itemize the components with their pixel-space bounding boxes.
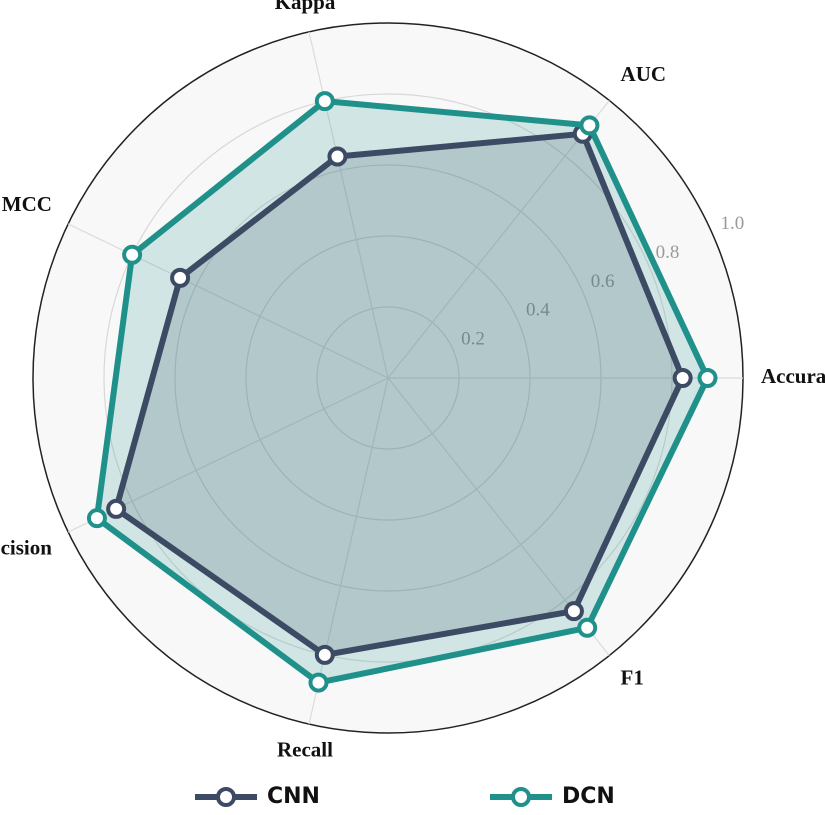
axis-label: MCC bbox=[2, 192, 52, 216]
axis-label: Precision bbox=[0, 536, 52, 560]
axis-label: Kappa bbox=[275, 0, 336, 14]
data-point bbox=[327, 146, 348, 167]
axis-line bbox=[387, 100, 610, 379]
data-point bbox=[563, 601, 584, 622]
axis-line bbox=[67, 223, 389, 379]
data-point bbox=[106, 498, 127, 519]
data-point bbox=[577, 617, 598, 638]
data-point bbox=[579, 115, 600, 136]
data-point bbox=[170, 267, 191, 288]
legend-marker bbox=[511, 787, 531, 807]
data-point bbox=[122, 244, 143, 265]
axis-line bbox=[308, 31, 389, 379]
series-line bbox=[113, 130, 686, 658]
data-point bbox=[314, 644, 335, 665]
data-point bbox=[697, 368, 718, 388]
axis-label: Accuracy bbox=[761, 364, 825, 388]
series-line bbox=[93, 98, 711, 686]
legend-label: DCN bbox=[562, 784, 615, 809]
axis-label: AUC bbox=[621, 62, 667, 86]
tick-label: 0.6 bbox=[591, 271, 615, 292]
data-point bbox=[314, 91, 335, 112]
axis-line bbox=[308, 377, 389, 725]
tick-label: 0.2 bbox=[461, 329, 485, 350]
legend-label: CNN bbox=[267, 784, 320, 809]
series-area bbox=[96, 101, 708, 683]
tick-label: 0.4 bbox=[526, 300, 550, 321]
legend-item: CNN bbox=[195, 784, 320, 809]
legend-marker bbox=[216, 787, 236, 807]
data-point bbox=[86, 508, 107, 529]
legend-item: DCN bbox=[490, 784, 615, 809]
axis-label: Recall bbox=[277, 737, 333, 761]
data-point bbox=[308, 672, 329, 693]
tick-label: 1.0 bbox=[721, 213, 745, 234]
series-area bbox=[116, 133, 683, 655]
axis-label: F1 bbox=[621, 665, 644, 689]
data-point bbox=[672, 368, 693, 388]
tick-label: 0.8 bbox=[656, 242, 680, 263]
